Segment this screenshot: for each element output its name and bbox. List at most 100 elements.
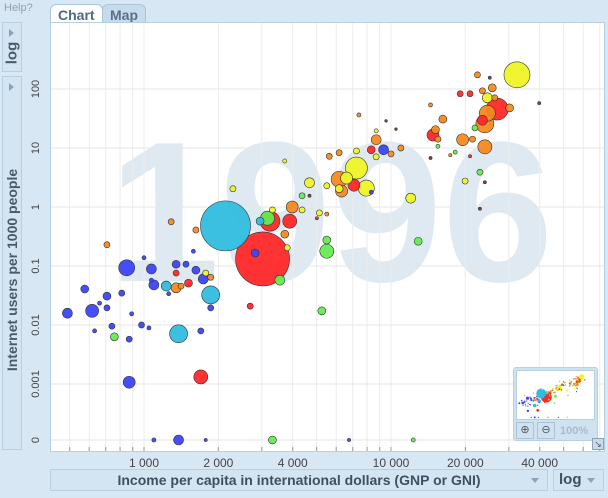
country-bubble[interactable] [141, 255, 147, 261]
country-bubble[interactable] [487, 83, 497, 93]
country-bubble[interactable] [387, 150, 395, 158]
country-bubble[interactable] [207, 273, 215, 281]
country-bubble[interactable] [324, 211, 330, 217]
country-bubble[interactable] [397, 144, 405, 152]
country-bubble[interactable] [201, 285, 220, 305]
country-bubble[interactable] [487, 75, 492, 80]
country-bubble[interactable] [129, 311, 134, 317]
country-bubble[interactable] [476, 168, 484, 176]
country-bubble[interactable] [345, 156, 368, 180]
help-link[interactable]: Help? [4, 2, 33, 14]
country-bubble[interactable] [193, 369, 209, 385]
country-bubble[interactable] [405, 192, 417, 204]
country-bubble[interactable] [298, 192, 306, 200]
country-bubble[interactable] [505, 103, 514, 113]
country-bubble[interactable] [97, 300, 102, 306]
country-bubble[interactable] [461, 177, 469, 185]
country-bubble[interactable] [160, 280, 172, 292]
country-bubble[interactable] [474, 71, 481, 79]
country-bubble[interactable] [200, 200, 251, 252]
country-bubble[interactable] [62, 307, 73, 319]
country-bubble[interactable] [85, 304, 99, 318]
tab-chart[interactable]: Chart [50, 4, 103, 24]
tab-map[interactable]: Map [102, 4, 146, 24]
country-bubble[interactable] [491, 94, 499, 102]
country-bubble[interactable] [482, 92, 493, 104]
country-bubble[interactable] [378, 144, 389, 156]
x-scale-select[interactable]: log [553, 469, 604, 491]
zoom-out-button[interactable]: ⊖ [537, 422, 555, 439]
x-axis-select[interactable]: Income per capita in international dolla… [50, 469, 548, 491]
country-bubble[interactable] [151, 437, 157, 443]
country-bubble[interactable] [268, 435, 277, 445]
mini-map-view[interactable] [516, 370, 595, 420]
country-bubble[interactable] [171, 259, 181, 269]
country-bubble[interactable] [477, 139, 493, 155]
country-bubble[interactable] [298, 206, 306, 214]
country-bubble[interactable] [340, 171, 353, 185]
country-bubble[interactable] [438, 114, 448, 124]
country-bubble[interactable] [413, 236, 423, 246]
country-bubble[interactable] [435, 143, 441, 149]
country-bubble[interactable] [448, 153, 453, 157]
country-bubble[interactable] [203, 438, 208, 442]
country-bubble[interactable] [146, 325, 152, 331]
country-bubble[interactable] [323, 182, 331, 190]
country-bubble[interactable] [246, 302, 254, 310]
country-bubble[interactable] [471, 124, 479, 132]
country-bubble[interactable] [366, 145, 376, 155]
country-bubble[interactable] [207, 304, 215, 312]
country-bubble[interactable] [280, 229, 290, 239]
country-bubble[interactable] [368, 189, 374, 195]
country-bubble[interactable] [477, 114, 488, 126]
country-bubble[interactable] [434, 135, 442, 143]
country-bubble[interactable] [102, 291, 112, 301]
country-bubble[interactable] [118, 289, 126, 297]
country-bubble[interactable] [410, 437, 416, 443]
country-bubble[interactable] [469, 135, 476, 143]
country-bubble[interactable] [468, 154, 472, 159]
country-bubble[interactable] [172, 269, 180, 277]
country-bubble[interactable] [108, 322, 116, 330]
country-bubble[interactable] [110, 332, 119, 342]
country-bubble[interactable] [255, 216, 265, 226]
country-bubble[interactable] [166, 291, 172, 297]
country-bubble[interactable] [103, 241, 111, 249]
country-bubble[interactable] [282, 213, 298, 229]
y-scale-button[interactable]: log [2, 22, 22, 72]
country-bubble[interactable] [182, 260, 190, 268]
country-bubble[interactable] [307, 193, 312, 198]
country-bubble[interactable] [80, 284, 89, 294]
country-bubble[interactable] [197, 327, 205, 335]
country-bubble[interactable] [428, 156, 433, 160]
country-bubble[interactable] [274, 274, 286, 286]
country-bubble[interactable] [118, 259, 136, 277]
country-bubble[interactable] [122, 375, 136, 389]
country-bubble[interactable] [503, 61, 531, 89]
country-bubble[interactable] [146, 263, 157, 275]
country-bubble[interactable] [394, 127, 398, 131]
country-bubble[interactable] [466, 90, 474, 98]
resize-corner-icon[interactable]: ↘ [592, 438, 604, 450]
country-bubble[interactable] [347, 438, 351, 442]
country-bubble[interactable] [192, 226, 200, 234]
country-bubble[interactable] [103, 304, 111, 312]
country-bubble[interactable] [482, 180, 487, 185]
country-bubble[interactable] [316, 209, 323, 217]
country-bubble[interactable] [356, 112, 362, 118]
country-bubble[interactable] [373, 128, 379, 134]
country-bubble[interactable] [229, 185, 237, 193]
country-bubble[interactable] [456, 90, 464, 98]
country-bubble[interactable] [479, 87, 486, 95]
y-axis-select[interactable]: Internet users per 1000 people [2, 76, 22, 450]
country-bubble[interactable] [202, 269, 210, 277]
country-bubble[interactable] [125, 335, 133, 343]
country-bubble[interactable] [173, 434, 184, 446]
country-bubble[interactable] [428, 102, 433, 108]
country-bubble[interactable] [169, 324, 188, 344]
country-bubble[interactable] [353, 147, 360, 155]
country-bubble[interactable] [191, 248, 196, 254]
country-bubble[interactable] [452, 149, 458, 155]
country-bubble[interactable] [456, 133, 469, 147]
country-bubble[interactable] [149, 277, 154, 283]
